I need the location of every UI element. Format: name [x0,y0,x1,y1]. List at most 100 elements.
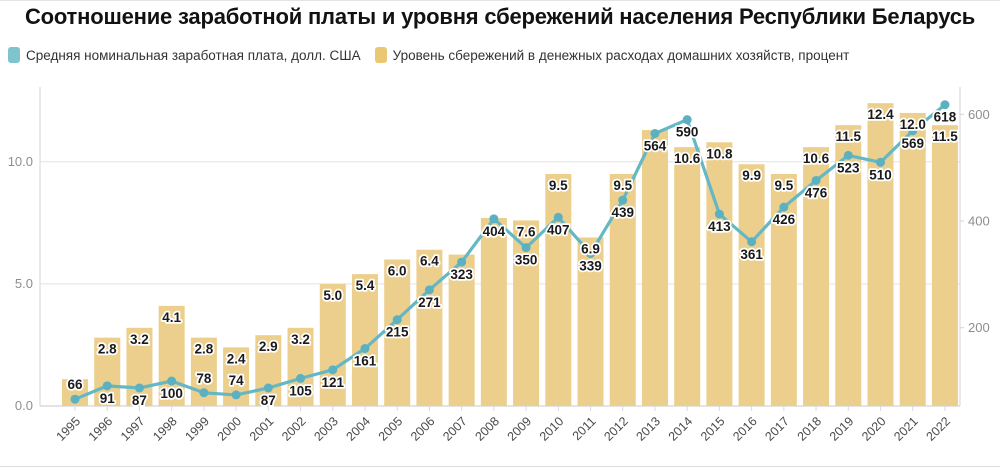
x-axis-year-label: 1998 [150,414,180,444]
wage-point-1996 [102,381,112,391]
bar-value-label: 5.0 [323,288,342,303]
wage-point-2011 [586,249,596,259]
wage-point-2006 [424,285,434,295]
bar-1998 [158,305,185,406]
wage-point-2008 [489,214,499,224]
bar-2020 [867,103,894,406]
x-axis-year-label: 2006 [408,414,438,444]
wage-point-1998 [167,376,177,386]
wage-value-label: 413 [708,219,731,234]
x-axis-year-label: 2007 [440,414,470,444]
wage-value-label: 569 [901,136,924,151]
wage-value-label: 523 [837,160,860,175]
bar-value-label: 12.4 [867,107,894,122]
right-axis-tick-label: 400 [968,214,990,229]
x-axis-year-label: 2019 [827,414,857,444]
wage-point-1999 [199,388,209,398]
wage-point-2018 [811,175,821,185]
x-axis-year-label: 2018 [795,414,825,444]
bar-2015 [706,142,733,407]
right-axis-tick-label: 600 [968,107,990,122]
wage-value-label: 87 [261,393,276,408]
wage-point-1995 [70,394,80,404]
bar-value-label: 2.9 [259,339,278,354]
wage-point-2001 [263,383,273,393]
wage-value-label: 339 [579,259,602,274]
wage-value-label: 476 [805,185,828,200]
bar-value-label: 11.5 [836,129,862,144]
bar-value-label: 9.5 [774,178,793,193]
x-axis-year-label: 1996 [86,414,116,444]
wage-point-2016 [747,237,757,247]
x-axis-year-label: 2011 [570,414,599,443]
bar-2010 [545,174,572,406]
bar-2014 [674,147,701,406]
bar-value-label: 5.4 [356,278,375,293]
wage-series-swatch [8,47,20,63]
wage-value-label: 323 [450,267,473,282]
wage-point-2003 [328,365,338,375]
wage-value-label: 91 [100,391,116,406]
bar-2011 [577,237,604,406]
chart-legend: Средняя номинальная заработная плата, до… [8,47,849,63]
bar-value-label: 11.5 [932,129,958,144]
bar-2021 [899,112,926,407]
wage-value-label: 510 [869,167,892,182]
wage-point-2014 [682,115,692,125]
x-axis-year-label: 2003 [311,414,341,444]
wage-line [73,103,947,401]
legend-label-wage: Средняя номинальная заработная плата, до… [26,47,361,63]
bar-value-label: 6.9 [581,242,600,257]
wage-point-2021 [908,126,918,136]
bar-1996 [94,337,121,406]
bar-value-label: 4.1 [162,310,181,325]
wage-value-label: 78 [196,371,212,386]
wage-value-label: 215 [386,325,409,340]
savings-series-swatch [374,47,387,63]
left-axis-tick-label: 0.0 [15,398,33,413]
x-axis-year-label: 2014 [666,414,696,444]
bar-2001 [255,335,282,406]
wage-value-label: 87 [132,393,147,408]
x-axis-year-label: 2021 [891,414,921,444]
x-axis-year-label: 2002 [279,414,309,444]
bar-value-label: 3.2 [291,332,310,347]
bar-2018 [803,147,830,406]
bar-2022 [931,125,958,407]
legend-label-savings: Уровень сбережений в денежных расходах д… [392,47,850,63]
wage-value-label: 618 [934,110,957,125]
left-axis-tick-label: 5.0 [15,276,33,291]
bar-value-label: 9.5 [549,178,568,193]
x-axis-year-label: 2015 [698,414,728,444]
bar-value-label: 10.6 [803,151,830,166]
wage-value-label: 271 [418,295,441,310]
bar-value-label: 6.0 [388,263,407,278]
wage-value-label: 439 [611,205,634,220]
wage-value-label: 105 [289,383,312,398]
wage-point-2005 [392,315,402,325]
bar-value-label: 9.5 [613,178,632,193]
wage-point-2010 [553,212,563,222]
bar-2003 [319,283,346,406]
bar-2008 [480,217,507,406]
wage-point-2019 [843,150,853,160]
bar-value-label: 2.4 [227,351,246,366]
x-axis-year-label: 2009 [505,414,535,444]
wage-point-1997 [134,383,144,393]
x-axis-year-label: 1995 [54,414,84,444]
bar-2005 [384,259,411,406]
x-axis-year-label: 2022 [923,414,953,444]
wage-value-label: 426 [773,212,796,227]
wage-value-label: 404 [483,224,506,239]
wage-point-2017 [779,202,789,212]
chart-title: Соотношение заработной платы и уровня сб… [24,4,976,29]
bar-2006 [416,249,443,406]
x-axis-year-label: 2013 [634,414,664,444]
wage-value-label: 121 [321,375,344,390]
bar-2017 [770,174,797,406]
wage-value-label: 361 [740,247,763,262]
x-axis-year-label: 2000 [215,414,245,444]
wage-point-2012 [618,195,628,205]
